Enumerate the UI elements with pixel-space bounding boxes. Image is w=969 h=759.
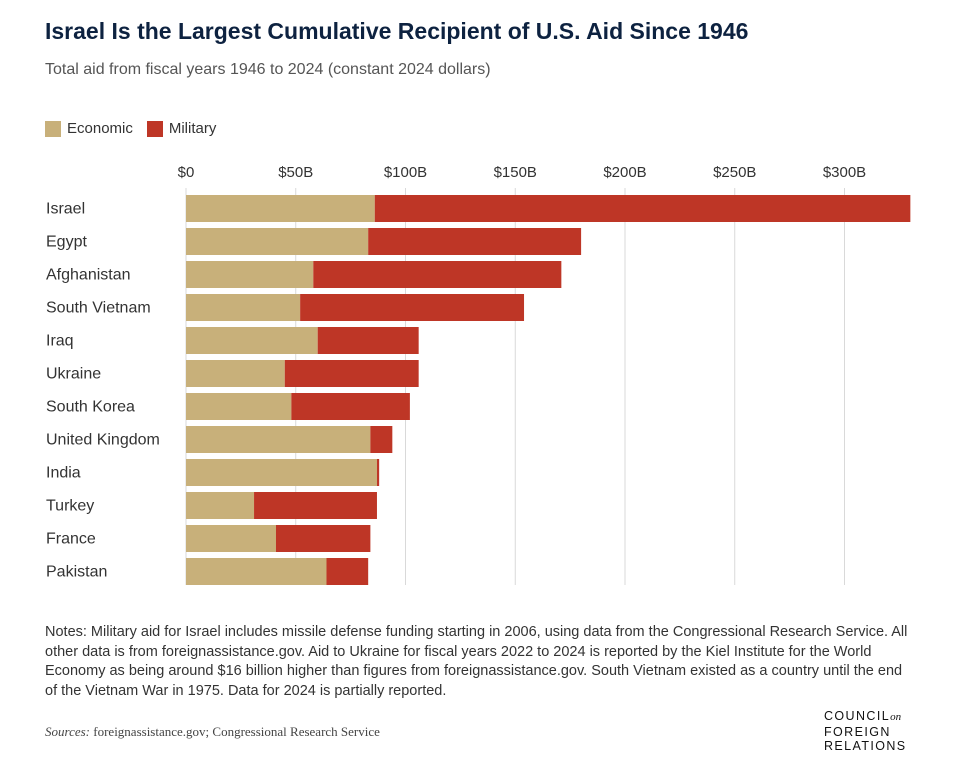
chart-notes: Notes: Military aid for Israel includes … [45,624,908,699]
x-tick-label: $300B [823,164,866,181]
bar-military [368,228,582,255]
cfr-logo: COUNCILon FOREIGN RELATIONS [824,709,907,754]
sources-text: foreignassistance.gov; Congressional Res… [90,724,380,739]
category-label: Afghanistan [46,267,131,284]
bar-chart: $0 $50B $100B $150B $200B $250B $300B Israel Egy… [46,164,911,585]
bar-military [300,294,525,321]
logo-relations: RELATIONS [824,739,907,753]
chart-title: Israel Is the Largest Cumulative Recipie… [45,18,749,44]
bar-economic [186,327,318,354]
bar-military [317,327,419,354]
category-label: India [46,465,81,482]
category-label: Egypt [46,234,87,251]
legend-item-economic: Economic [45,120,133,137]
bar-economic [186,195,375,222]
bar-military [291,393,410,420]
x-tick-label: $250B [713,164,756,181]
legend-swatch-military [146,120,163,137]
bar-military [313,261,562,288]
bar-economic [186,558,327,585]
category-label: Israel [46,201,85,218]
logo-on: on [890,711,902,723]
x-tick-label: $150B [494,164,537,181]
bar-economic [186,261,314,288]
bar-military [374,195,911,222]
bar-military [284,360,419,387]
chart-subtitle: Total aid from fiscal years 1946 to 2024… [45,61,491,78]
bar-military [254,492,377,519]
x-tick-label: $100B [384,164,427,181]
bar-economic [186,393,292,420]
legend-item-military: Military [146,120,217,137]
category-label: France [46,531,96,548]
logo-council: COUNCIL [824,709,891,723]
bar-military [376,459,380,486]
bar-economic [186,228,369,255]
category-label: South Vietnam [46,300,151,317]
x-tick-label: $0 [178,164,195,181]
category-label: Pakistan [46,564,107,581]
chart-sources: Sources: foreignassistance.gov; Congress… [45,724,380,740]
bar-military [370,426,393,453]
x-tick-label: $200B [603,164,646,181]
category-label: United Kingdom [46,432,160,449]
bar-economic [186,492,255,519]
sources-label: Sources: [45,724,91,739]
category-label: Iraq [46,333,74,350]
legend-label-military: Military [168,120,217,137]
category-label: Ukraine [46,366,101,383]
logo-foreign: FOREIGN [824,724,891,739]
bar-economic [186,426,371,453]
legend-label-economic: Economic [67,120,133,137]
bar-military [275,525,371,552]
x-tick-label: $50B [278,164,313,181]
legend-swatch-economic [45,120,61,137]
bar-economic [186,525,276,552]
bar-economic [186,360,285,387]
legend: Economic Military [45,120,230,137]
category-label: Turkey [46,498,94,515]
category-label: South Korea [46,399,135,416]
bar-economic [186,459,377,486]
bar-economic [186,294,301,321]
bar-military [326,558,369,585]
